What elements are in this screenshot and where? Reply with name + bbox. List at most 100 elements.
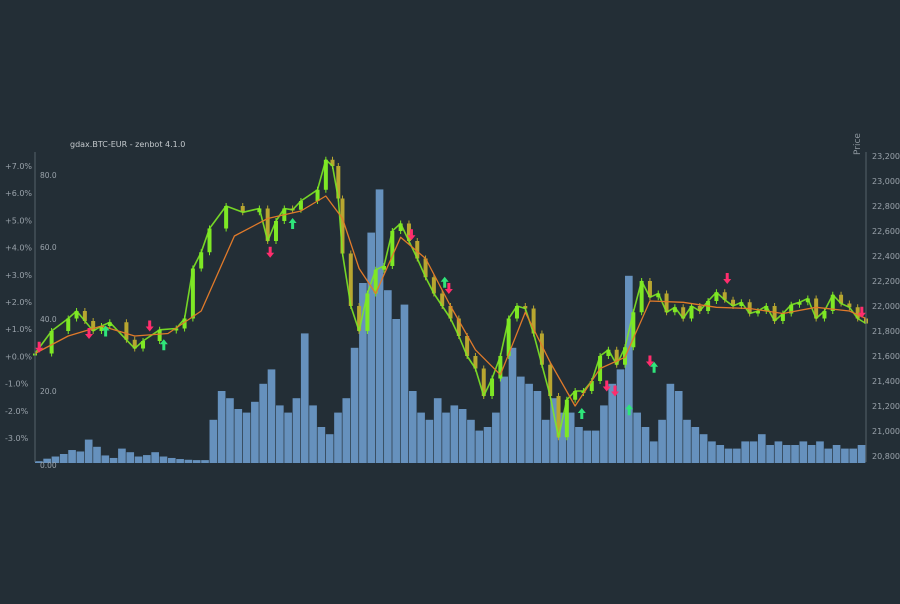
buy-marker — [159, 339, 168, 351]
volume-bar — [733, 448, 741, 463]
candle — [855, 307, 860, 319]
volume-bar — [716, 445, 725, 463]
right-tick-label: 21,000 — [872, 427, 900, 436]
volume-bar — [126, 452, 135, 463]
candle — [298, 201, 303, 210]
candle — [398, 223, 403, 231]
volume-bar — [425, 419, 434, 463]
right-tick-label: 21,600 — [872, 352, 900, 361]
candle — [473, 356, 478, 369]
volume-bar — [774, 441, 783, 463]
volume-bar — [541, 419, 550, 463]
volume-bar — [591, 430, 600, 463]
candle — [74, 311, 79, 319]
candle — [456, 318, 461, 336]
trend-line-group — [34, 195, 867, 407]
volume-bar — [799, 441, 808, 463]
right-tick-label: 22,000 — [872, 302, 900, 311]
volume-bar — [251, 401, 259, 463]
candle — [224, 206, 229, 229]
volume-bar — [309, 405, 317, 463]
volume-bar — [849, 448, 858, 463]
candle — [157, 329, 162, 341]
left-tick-label: +1.0% — [5, 325, 32, 334]
candle — [415, 241, 420, 259]
candle — [190, 268, 195, 319]
candle — [564, 399, 569, 438]
candle — [739, 302, 744, 306]
candle — [481, 368, 486, 396]
candle — [639, 281, 644, 313]
sell-marker — [85, 328, 94, 339]
candle — [348, 253, 353, 306]
volume-bar — [259, 383, 268, 463]
volume-bar — [217, 391, 226, 463]
right-axis-label: Price — [853, 133, 863, 155]
candle — [265, 208, 270, 241]
right-tick-label: 23,200 — [872, 152, 900, 161]
volume-bar — [300, 333, 309, 463]
candle — [174, 328, 179, 331]
volume-tick-label: 60.0 — [40, 243, 57, 252]
volume-bar — [143, 455, 151, 463]
volume-bar — [816, 441, 824, 463]
candle — [606, 349, 611, 356]
volume-bar — [76, 451, 85, 463]
candle — [199, 252, 204, 269]
volume-bar — [824, 448, 833, 463]
volume-bar — [359, 283, 367, 463]
candle — [664, 293, 669, 313]
volume-bar — [508, 347, 517, 463]
volume-bar — [708, 441, 716, 463]
candle — [755, 311, 760, 314]
volume-bar — [766, 445, 774, 463]
volume-bar — [566, 412, 575, 463]
volume-bar — [417, 412, 425, 463]
volume-bar — [118, 448, 126, 463]
volume-bar — [350, 347, 359, 463]
candle — [656, 293, 661, 298]
volume-bar — [475, 430, 484, 463]
candle — [315, 189, 320, 201]
price-line — [34, 159, 867, 439]
candle — [697, 306, 702, 311]
volume-bar — [616, 369, 625, 463]
volume-bar — [550, 398, 558, 463]
volume-bar — [234, 409, 243, 463]
volume-bar — [608, 383, 617, 463]
volume-bar — [325, 434, 334, 463]
volume-bar — [43, 458, 51, 463]
buy-marker — [101, 325, 110, 337]
volume-tick-label: 40.0 — [40, 315, 57, 324]
volume-bar — [151, 452, 159, 463]
left-tick-label: +3.0% — [5, 271, 32, 280]
left-tick-label: +0.0% — [5, 352, 32, 361]
volume-bar — [749, 441, 758, 463]
volume-bars — [35, 189, 866, 463]
candle — [330, 159, 335, 166]
volume-bar — [791, 445, 799, 463]
candle — [531, 308, 536, 334]
candle — [498, 356, 503, 379]
volume-bar — [109, 457, 118, 463]
candle — [523, 306, 528, 309]
right-tick-label: 21,400 — [872, 377, 900, 386]
left-tick-label: -2.0% — [5, 407, 29, 416]
candle — [714, 292, 719, 301]
sell-marker — [611, 385, 620, 397]
volume-bar — [433, 398, 442, 463]
candle — [539, 333, 544, 365]
left-tick-label: -1.0% — [5, 380, 29, 389]
buy-marker — [650, 361, 659, 373]
volume-bar — [226, 398, 234, 463]
chart-title: gdax.BTC-EUR - zenbot 4.1.0 — [70, 140, 185, 149]
candle — [82, 311, 87, 321]
candle — [556, 396, 561, 438]
volume-bar — [176, 459, 184, 463]
volume-bar — [93, 446, 101, 463]
volume-bar — [442, 412, 450, 463]
candle — [722, 292, 727, 300]
candle — [448, 306, 453, 319]
candle — [548, 364, 553, 396]
